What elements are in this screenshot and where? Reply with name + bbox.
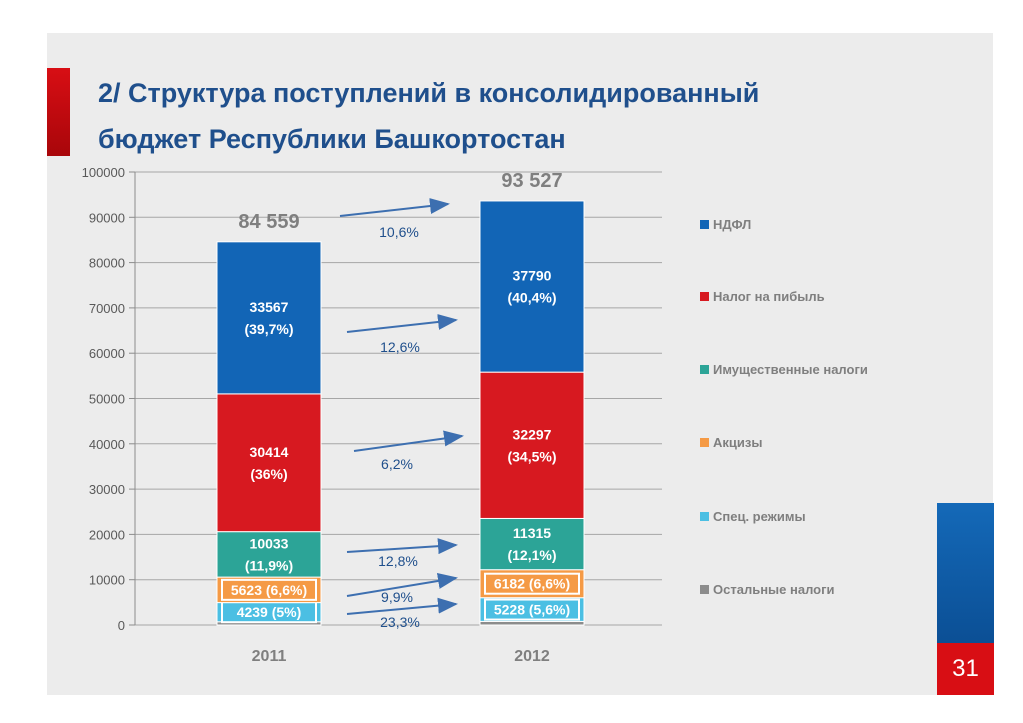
legend-swatch (700, 585, 709, 594)
slide-title: 2/ Структура поступлений в консолидирова… (98, 70, 898, 162)
data-label: (36%) (250, 466, 287, 482)
growth-arrow (346, 597, 458, 615)
x-category-label: 2012 (514, 648, 550, 665)
legend-label: Налог на пибыль (713, 289, 825, 304)
growth-label: 12,6% (380, 339, 420, 355)
y-tick-label: 100000 (82, 165, 125, 180)
y-tick-label: 0 (118, 618, 125, 633)
legend-label: Спец. режимы (713, 509, 806, 524)
data-label: 30414 (250, 444, 289, 460)
growth-label: 12,8% (378, 553, 418, 569)
y-tick-label: 80000 (89, 256, 125, 271)
legend-swatch (700, 512, 709, 521)
data-label: (39,7%) (244, 321, 293, 337)
y-tick-label: 90000 (89, 210, 125, 225)
data-label: 6182 (6,6%) (494, 576, 570, 592)
x-category-label: 2011 (252, 648, 287, 665)
bar-segment (216, 393, 322, 533)
data-label: 33567 (250, 299, 289, 315)
growth-label: 23,3% (380, 614, 420, 630)
legend-swatch (700, 365, 709, 374)
data-label-box (221, 578, 317, 601)
bar-segment (479, 371, 585, 519)
growth-arrow (353, 430, 464, 452)
data-label: 37790 (513, 268, 552, 284)
data-label: 32297 (513, 426, 552, 442)
growth-arrow (346, 538, 458, 555)
data-label: (12,1%) (507, 547, 556, 563)
legend-label: Имущественные налоги (713, 362, 868, 377)
bar-segment (479, 620, 585, 626)
data-label: 11315 (513, 525, 551, 541)
data-label: (40,4%) (507, 290, 556, 306)
data-label: (11,9%) (245, 557, 293, 573)
bar-total-label: 84 559 (238, 211, 299, 233)
bar-segment (479, 200, 585, 373)
growth-label: 9,9% (381, 589, 413, 605)
data-label: (34,5%) (507, 448, 556, 464)
growth-arrow (346, 314, 458, 333)
y-tick-label: 50000 (89, 392, 125, 407)
bar-total-label: 93 527 (501, 170, 562, 192)
growth-label: 6,2% (381, 456, 413, 472)
side-decor-blue (937, 503, 994, 643)
title-accent-bar (47, 68, 70, 156)
bar-segment (216, 241, 322, 395)
data-label: 5228 (5,6%) (494, 602, 570, 618)
data-label: 4239 (5%) (237, 604, 302, 620)
title-line-2: бюджет Республики Башкортостан (98, 124, 566, 154)
legend-swatch (700, 220, 709, 229)
growth-label: 10,6% (379, 224, 419, 240)
y-tick-label: 70000 (89, 301, 125, 316)
title-line-1: 2/ Структура поступлений в консолидирова… (98, 78, 760, 108)
growth-arrow (339, 198, 450, 217)
bar-segment (216, 531, 322, 578)
y-tick-label: 20000 (89, 527, 125, 542)
legend-label: Остальные налоги (713, 582, 835, 597)
legend-label: Акцизы (713, 435, 762, 450)
data-label-box (484, 598, 580, 621)
data-label-box (484, 572, 580, 595)
data-label: 10033 (250, 535, 289, 551)
legend-swatch (700, 292, 709, 301)
legend-label: НДФЛ (713, 217, 751, 232)
y-tick-label: 10000 (89, 573, 125, 588)
legend-swatch (700, 438, 709, 447)
growth-arrow (346, 573, 458, 597)
page-number: 31 (937, 643, 994, 695)
y-tick-label: 60000 (89, 346, 125, 361)
y-tick-label: 40000 (89, 437, 125, 452)
data-label: 5623 (6,6%) (231, 582, 307, 598)
y-tick-label: 30000 (89, 482, 125, 497)
